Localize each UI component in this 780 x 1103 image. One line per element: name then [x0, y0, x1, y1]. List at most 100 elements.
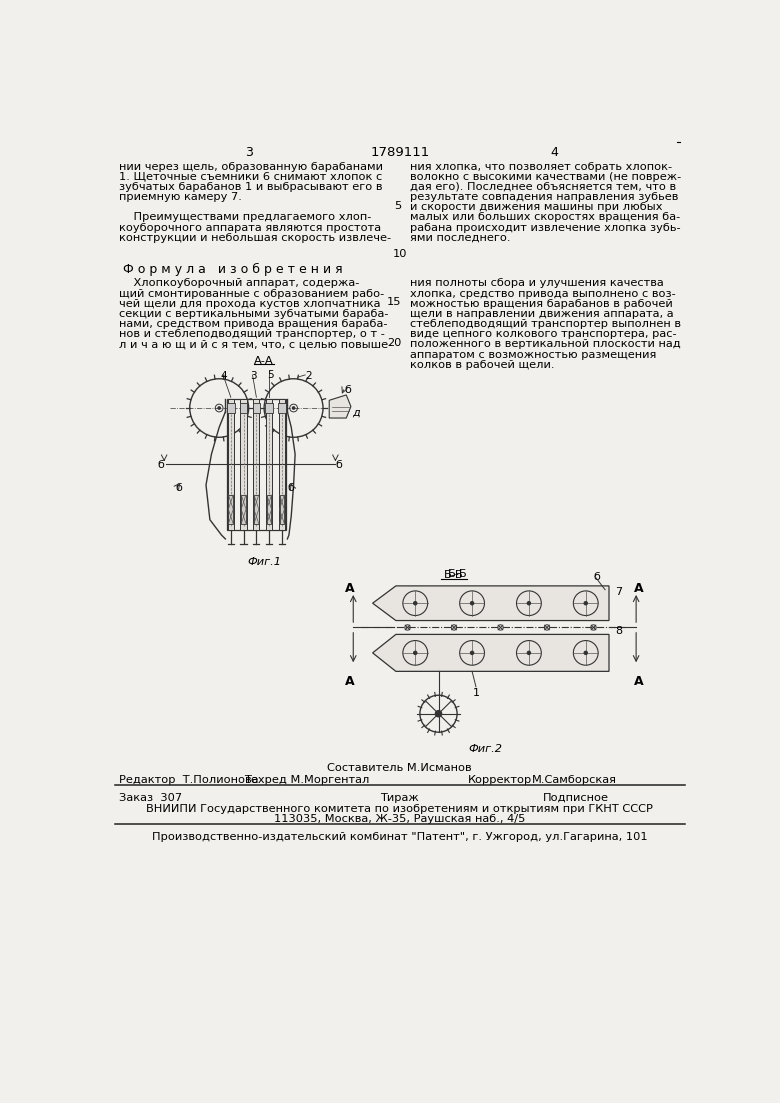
Bar	[254, 495, 259, 524]
Bar	[253, 404, 261, 413]
Circle shape	[413, 601, 417, 604]
Circle shape	[584, 652, 587, 654]
Text: 15: 15	[387, 297, 401, 307]
Text: 1: 1	[473, 688, 480, 698]
Polygon shape	[329, 395, 351, 418]
Text: зубчатых барабанов 1 и выбрасывают его в: зубчатых барабанов 1 и выбрасывают его в	[119, 182, 383, 192]
Bar	[279, 495, 284, 524]
Text: Фиг.1: Фиг.1	[247, 557, 281, 567]
Circle shape	[527, 601, 530, 604]
Text: можностью вращения барабанов в рабочей: можностью вращения барабанов в рабочей	[410, 299, 672, 309]
Circle shape	[584, 601, 587, 604]
Text: 20: 20	[387, 338, 401, 347]
Text: Заказ  307: Заказ 307	[119, 793, 183, 803]
Polygon shape	[373, 586, 609, 621]
Text: щели в направлении движения аппарата, а: щели в направлении движения аппарата, а	[410, 309, 673, 319]
Text: б: б	[287, 483, 294, 493]
Circle shape	[470, 601, 473, 604]
Text: дая его). Последнее объясняется тем, что в: дая его). Последнее объясняется тем, что…	[410, 182, 676, 192]
Text: Техред М.Моргентал: Техред М.Моргентал	[244, 774, 370, 784]
Text: 5: 5	[394, 201, 401, 211]
Text: А: А	[345, 582, 354, 595]
Text: А: А	[633, 582, 643, 595]
Text: 3: 3	[250, 371, 257, 381]
Text: малых или больших скоростях вращения ба-: малых или больших скоростях вращения ба-	[410, 213, 680, 223]
Bar	[228, 399, 234, 529]
Text: Корректор: Корректор	[468, 774, 532, 784]
Text: рабана происходит извлечение хлопка зубь-: рабана происходит извлечение хлопка зубь…	[410, 223, 680, 233]
Text: результате совпадения направления зубьев: результате совпадения направления зубьев	[410, 192, 678, 202]
Text: 113035, Москва, Ж-35, Раушская наб., 4/5: 113035, Москва, Ж-35, Раушская наб., 4/5	[274, 814, 526, 824]
Text: ния полноты сбора и улучшения качества: ния полноты сбора и улучшения качества	[410, 278, 664, 288]
Text: 4: 4	[220, 371, 226, 381]
Text: Редактор  Т.Полионова: Редактор Т.Полионова	[119, 774, 259, 784]
Text: Составитель М.Исманов: Составитель М.Исманов	[328, 763, 472, 773]
Bar	[265, 404, 273, 413]
Text: нами, средством привода вращения бараба-: нами, средством привода вращения бараба-	[119, 319, 388, 329]
Text: б: б	[176, 483, 183, 493]
Circle shape	[527, 652, 530, 654]
Bar	[278, 404, 285, 413]
Text: виде цепного колкового транспортера, рас-: виде цепного колкового транспортера, рас…	[410, 329, 676, 339]
Circle shape	[435, 710, 441, 717]
Bar	[229, 495, 233, 524]
Text: Ф о р м у л а   и з о б р е т е н и я: Ф о р м у л а и з о б р е т е н и я	[123, 263, 343, 276]
Bar	[227, 404, 235, 413]
Text: 1. Щеточные съемники 6 снимают хлопок с: 1. Щеточные съемники 6 снимают хлопок с	[119, 172, 382, 182]
Text: Преимуществами предлагаемого хлоп-: Преимуществами предлагаемого хлоп-	[119, 213, 371, 223]
Text: 8: 8	[615, 625, 622, 636]
Text: 4: 4	[551, 147, 558, 159]
Text: А-А: А-А	[254, 355, 274, 366]
Text: 5: 5	[267, 370, 274, 379]
Text: щий смонтированные с образованием рабо-: щий смонтированные с образованием рабо-	[119, 289, 385, 299]
Text: б: б	[335, 460, 342, 470]
Polygon shape	[373, 634, 609, 672]
Bar	[267, 495, 271, 524]
Text: ВНИИПИ Государственного комитета по изобретениям и открытиям при ГКНТ СССР: ВНИИПИ Государственного комитета по изоб…	[147, 804, 653, 814]
Text: аппаратом с возможностью размещения: аппаратом с возможностью размещения	[410, 350, 656, 360]
Text: Хлопкоуборочный аппарат, содержа-: Хлопкоуборочный аппарат, содержа-	[119, 278, 360, 288]
Text: конструкции и небольшая скорость извлече-: конструкции и небольшая скорость извлече…	[119, 233, 392, 243]
Bar	[239, 404, 247, 413]
Text: Б-Б: Б-Б	[444, 570, 464, 580]
Text: Подписное: Подписное	[543, 793, 609, 803]
Text: л и ч а ю щ и й с я тем, что, с целью повыше-: л и ч а ю щ и й с я тем, что, с целью по…	[119, 340, 392, 350]
Text: нии через щель, образованную барабанами: нии через щель, образованную барабанами	[119, 162, 383, 172]
Text: д: д	[353, 408, 360, 418]
Text: Фиг.2: Фиг.2	[468, 743, 502, 753]
Bar	[227, 399, 285, 529]
Circle shape	[218, 407, 220, 409]
Text: б: б	[158, 460, 164, 470]
Text: нов и стеблеподводящий транспортер, о т -: нов и стеблеподводящий транспортер, о т …	[119, 329, 385, 339]
Text: коуборочного аппарата являются простота: коуборочного аппарата являются простота	[119, 223, 381, 233]
Bar	[279, 399, 285, 529]
Text: Тираж: Тираж	[381, 793, 419, 803]
Bar	[241, 495, 246, 524]
Text: ния хлопка, что позволяет собрать хлопок-: ния хлопка, что позволяет собрать хлопок…	[410, 162, 672, 172]
Circle shape	[292, 407, 295, 409]
Text: хлопка, средство привода выполнено с воз-: хлопка, средство привода выполнено с воз…	[410, 289, 675, 299]
Text: б: б	[345, 385, 352, 395]
Circle shape	[470, 652, 473, 654]
Bar	[254, 399, 260, 529]
Text: 3: 3	[245, 147, 253, 159]
Text: Производственно-издательский комбинат "Патент", г. Ужгород, ул.Гагарина, 101: Производственно-издательский комбинат "П…	[152, 832, 647, 842]
Text: 2: 2	[305, 371, 312, 381]
Text: секции с вертикальными зубчатыми бараба-: секции с вертикальными зубчатыми бараба-	[119, 309, 388, 319]
Text: и скорости движения машины при любых: и скорости движения машины при любых	[410, 202, 662, 212]
Text: ями последнего.: ями последнего.	[410, 233, 510, 243]
Bar	[266, 399, 272, 529]
Bar	[240, 399, 246, 529]
Text: Б-Б: Б-Б	[448, 569, 468, 579]
Text: б: б	[594, 572, 601, 582]
Text: 10: 10	[392, 249, 407, 259]
Text: А: А	[345, 675, 354, 688]
Text: стеблеподводящий транспортер выполнен в: стеблеподводящий транспортер выполнен в	[410, 319, 681, 329]
Text: приемную камеру 7.: приемную камеру 7.	[119, 192, 242, 202]
Text: М.Самборская: М.Самборская	[531, 774, 616, 784]
Text: чей щели для прохода кустов хлопчатника: чей щели для прохода кустов хлопчатника	[119, 299, 381, 309]
Text: 1789111: 1789111	[370, 147, 429, 159]
Text: 7: 7	[615, 588, 622, 598]
Text: колков в рабочей щели.: колков в рабочей щели.	[410, 360, 555, 370]
Text: волокно с высокими качествами (не повреж-: волокно с высокими качествами (не повреж…	[410, 172, 681, 182]
